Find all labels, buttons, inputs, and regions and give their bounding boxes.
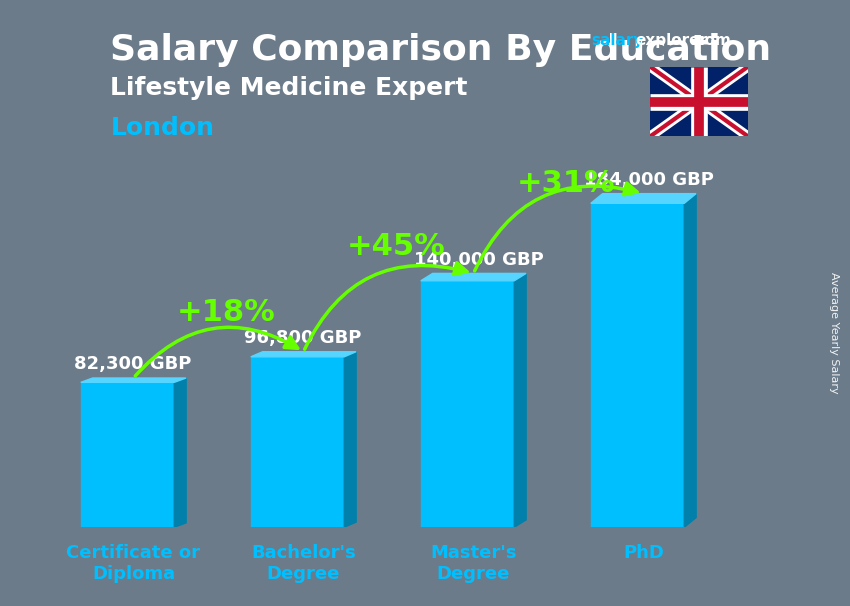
Polygon shape — [421, 273, 526, 281]
Text: Bachelor's
Degree: Bachelor's Degree — [251, 544, 356, 582]
Polygon shape — [174, 378, 186, 527]
Bar — [251, 357, 344, 527]
Text: PhD: PhD — [623, 544, 664, 562]
Text: +31%: +31% — [517, 169, 615, 198]
Bar — [421, 281, 514, 527]
Text: Lifestyle Medicine Expert: Lifestyle Medicine Expert — [110, 76, 468, 100]
Text: 82,300 GBP: 82,300 GBP — [74, 355, 191, 373]
Text: +45%: +45% — [347, 231, 445, 261]
Text: salary: salary — [591, 33, 643, 48]
Text: Salary Comparison By Education: Salary Comparison By Education — [110, 33, 772, 67]
Text: explorer: explorer — [636, 33, 708, 48]
Text: 184,000 GBP: 184,000 GBP — [584, 171, 714, 189]
Polygon shape — [591, 193, 696, 204]
Polygon shape — [344, 351, 356, 527]
Text: .com: .com — [690, 33, 731, 48]
Text: Master's
Degree: Master's Degree — [430, 544, 517, 582]
Polygon shape — [684, 193, 696, 527]
Text: London: London — [110, 116, 214, 141]
Text: Certificate or
Diploma: Certificate or Diploma — [66, 544, 201, 582]
Bar — [591, 204, 684, 527]
Polygon shape — [251, 351, 356, 357]
Text: 96,800 GBP: 96,800 GBP — [244, 329, 361, 347]
Bar — [81, 382, 174, 527]
Polygon shape — [81, 378, 186, 382]
Text: Average Yearly Salary: Average Yearly Salary — [829, 273, 839, 394]
Text: +18%: +18% — [177, 298, 275, 327]
Text: 140,000 GBP: 140,000 GBP — [414, 251, 544, 268]
Polygon shape — [514, 273, 526, 527]
